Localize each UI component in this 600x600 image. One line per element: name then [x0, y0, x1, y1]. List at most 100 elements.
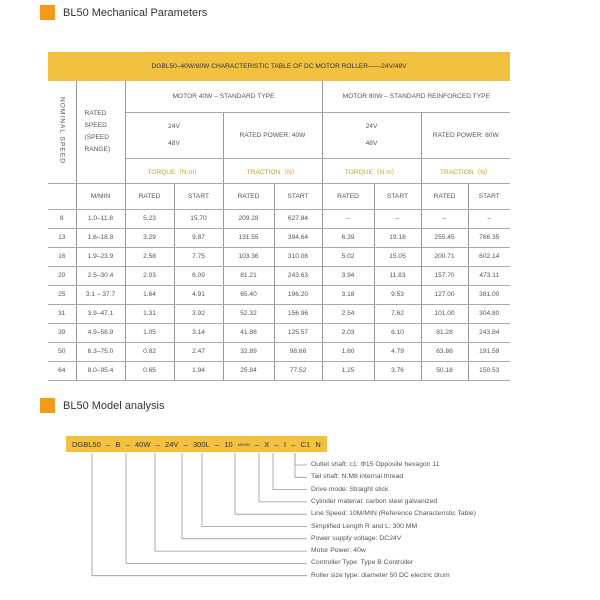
characteristic-table: DGBL50–40W/80W CHARACTERISTIC TABLE OF D… [48, 52, 511, 381]
leader-line [181, 453, 307, 540]
table-cell: 200.71 [421, 247, 469, 267]
table-cell: 3.92 [174, 304, 224, 324]
table-cell: 52.32 [223, 304, 275, 324]
leader-line [234, 453, 307, 515]
table-cell: 304.80 [468, 304, 511, 324]
table-cell: 15.05 [374, 247, 422, 267]
table-cell: – [468, 209, 511, 229]
table-cell: 394.64 [274, 228, 323, 248]
leader-line [201, 453, 307, 527]
table-cell: 4.9–58.9 [76, 323, 126, 343]
table-row: 50 6.3–75.0 0.82 2.47 32.89 98.66 1.60 4.79 63.8… [48, 342, 511, 362]
model-label: Controller Type: Type B Controller [311, 559, 414, 567]
table-cell: 473.11 [468, 266, 511, 286]
table-cell: 50 [48, 342, 77, 362]
model-code-part: X [264, 439, 270, 449]
table-cell: 2.03 [125, 266, 175, 286]
leader-line [272, 453, 307, 491]
voltage-48v: 48V [168, 140, 180, 147]
table-cell: 602.14 [468, 247, 511, 267]
leader-line [258, 453, 307, 503]
model-code-part: C1 [300, 439, 311, 449]
start-header: START [374, 183, 422, 210]
table-cell: 8 [48, 209, 77, 229]
table-cell: 31 [48, 304, 77, 324]
table-cell: 3.9–47.1 [76, 304, 126, 324]
table-cell: 65.40 [223, 285, 275, 305]
table-cell: 5.02 [322, 247, 375, 267]
model-code-part: 300L [193, 439, 210, 449]
table-cell: 19.16 [374, 228, 422, 248]
rated-header: RATED [125, 183, 175, 210]
table-cell: 63.86 [421, 342, 469, 362]
empty-cell [48, 183, 77, 210]
rated-header: RATED [322, 183, 375, 210]
model-code-part: – [214, 439, 220, 449]
table-cell: 103.36 [223, 247, 275, 267]
model-code-part: – [254, 439, 260, 449]
table-cell: 627.84 [274, 209, 323, 229]
table-cell: 1.64 [125, 285, 175, 305]
table-cell: 127.00 [421, 285, 469, 305]
table-row: 8 1.0–11.8 5.23 15.70 209.28 627.84– – – – [48, 209, 511, 229]
motor-40w-header: MOTOR 40W – STANDARD TYPE [125, 81, 323, 113]
model-code-part: M/MIN [237, 441, 250, 447]
leader-line [91, 453, 307, 577]
table-cell: 1.9–23.9 [76, 247, 126, 267]
table-cell: 39 [48, 323, 77, 343]
table-cell: 766.35 [468, 228, 511, 248]
table-cell: 4.91 [174, 285, 224, 305]
table-cell: 125.57 [274, 323, 323, 343]
table-cell: 3.14 [174, 323, 224, 343]
model-code-part: – [183, 439, 188, 449]
table-cell: 77.52 [274, 361, 323, 381]
rated-header: RATED [223, 183, 275, 210]
orange-square-icon [40, 398, 55, 413]
table-row: 20 2.5–30.4 2.03 6.09 81.21 243.63 3.94 11.83 15… [48, 266, 511, 286]
model-code-part: B [115, 439, 121, 449]
table-cell: 4.79 [374, 342, 422, 362]
table-cell: 196.20 [274, 285, 323, 305]
table-cell: 3.94 [322, 266, 375, 286]
rated-header: RATED [421, 183, 469, 210]
voltage-24v: 24V [365, 123, 378, 130]
model-code-part: I [283, 439, 286, 449]
table-cell: 25.84 [223, 361, 275, 381]
table-cell: 1.94 [174, 361, 224, 381]
table-cell: 243.84 [468, 323, 511, 343]
model-code-part: DGBL50 [72, 439, 101, 449]
table-cell: 255.45 [421, 228, 469, 248]
model-code-part: 40W [135, 439, 151, 449]
table-cell: 9.53 [374, 285, 422, 305]
table-cell: 3.29 [125, 228, 175, 248]
table-cell: 1.0–11.8 [76, 209, 126, 229]
start-header: START [174, 183, 224, 210]
table-cell: 6.10 [374, 323, 422, 343]
model-code-part: 24V [165, 439, 179, 449]
leader-line [125, 453, 307, 564]
model-label: Tail shaft: N:M8 internal thread [311, 473, 404, 481]
traction-40w: TRACTION（N） [223, 158, 323, 184]
rated-power-80w: RATED POWER: 80W [421, 112, 511, 159]
table-cell: 209.28 [223, 209, 275, 229]
table-cell: 3.1 – 37.7 [76, 285, 126, 305]
table-cell: 7.62 [374, 304, 422, 324]
motor-80w-header: MOTOR 80W – STANDARD REINFORCED TYPE [322, 81, 511, 113]
table-row: 16 1.9–23.9 2.58 7.75 103.36 310.08 5.02 15.05 2… [48, 247, 511, 267]
table-cell: 381.00 [468, 285, 511, 305]
torque-80w: TORQUE（N.m） [322, 158, 422, 184]
table-cell: 64 [48, 361, 77, 381]
start-header: START [274, 183, 323, 210]
table-cell: 98.66 [274, 342, 323, 362]
table-cell: 1.60 [322, 342, 375, 362]
model-code-part: N [315, 439, 321, 449]
voltage-40w: 24V 48V [125, 112, 224, 159]
table-cell: 2.47 [174, 342, 224, 362]
table-cell: 1.31 [125, 304, 175, 324]
model-code-bar: DGBL50– B –40W –24V –300L –10 M/MIN – X – I – C1 N [66, 436, 327, 452]
table-cell: 2.5–30.4 [76, 266, 126, 286]
model-code-part: – [274, 439, 279, 449]
table-row: 64 8.0–95.4 0.65 1.94 25.84 77.52 1.25 3.76 50.1… [48, 361, 511, 381]
table-cell: 50.18 [421, 361, 469, 381]
leader-line [294, 453, 307, 466]
